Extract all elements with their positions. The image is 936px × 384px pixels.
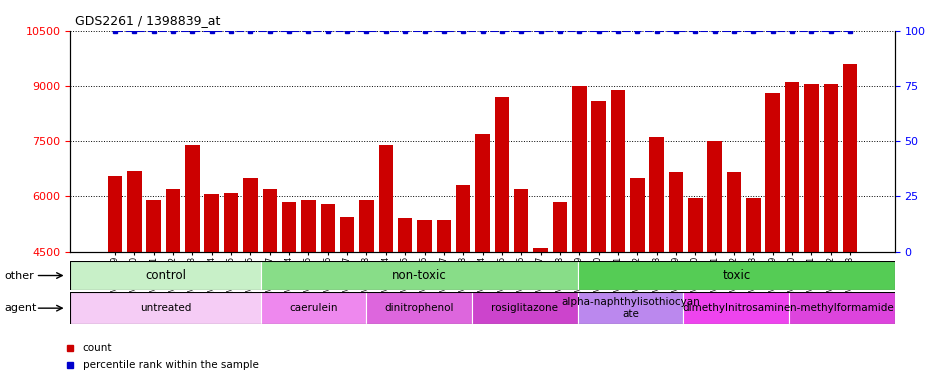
Bar [366, 292, 472, 324]
Bar [417, 220, 431, 384]
Text: GDS2261 / 1398839_at: GDS2261 / 1398839_at [75, 14, 220, 27]
Bar [649, 137, 664, 384]
Bar [262, 189, 277, 384]
Text: other: other [5, 270, 35, 281]
Bar [745, 198, 760, 384]
Text: agent: agent [5, 303, 37, 313]
Bar [70, 292, 260, 324]
Text: alpha-naphthylisothiocyan
ate: alpha-naphthylisothiocyan ate [561, 297, 699, 319]
Text: untreated: untreated [139, 303, 191, 313]
Text: control: control [145, 269, 185, 282]
Bar [788, 292, 894, 324]
Bar [591, 101, 606, 384]
Bar [224, 193, 238, 384]
Bar [682, 292, 788, 324]
Bar [166, 189, 180, 384]
Bar [320, 204, 335, 384]
Bar [472, 292, 578, 324]
Text: n-methylformamide: n-methylformamide [789, 303, 893, 313]
Bar [707, 141, 721, 384]
Bar [146, 200, 161, 384]
Bar [494, 97, 508, 384]
Bar [456, 185, 470, 384]
Bar [475, 134, 490, 384]
Bar [552, 202, 566, 384]
Bar [578, 292, 682, 324]
Text: non-toxic: non-toxic [391, 269, 446, 282]
Text: percentile rank within the sample: percentile rank within the sample [82, 360, 258, 370]
Bar [260, 292, 366, 324]
Bar [842, 64, 856, 384]
Text: caerulein: caerulein [289, 303, 337, 313]
Bar [127, 170, 141, 384]
Bar [726, 172, 740, 384]
Bar [378, 145, 393, 384]
Bar [629, 178, 644, 384]
Bar [436, 220, 450, 384]
Bar [533, 248, 548, 384]
Bar [668, 172, 682, 384]
Text: dinitrophenol: dinitrophenol [384, 303, 453, 313]
Bar [243, 178, 257, 384]
Bar [260, 261, 578, 290]
Text: rosiglitazone: rosiglitazone [490, 303, 558, 313]
Bar [204, 194, 219, 384]
Bar [398, 218, 412, 384]
Bar [70, 261, 260, 290]
Bar [514, 189, 528, 384]
Bar [108, 176, 122, 384]
Bar [300, 200, 315, 384]
Bar [610, 89, 624, 384]
Bar [340, 217, 354, 384]
Text: toxic: toxic [722, 269, 750, 282]
Text: dimethylnitrosamine: dimethylnitrosamine [681, 303, 790, 313]
Bar [823, 84, 837, 384]
Bar [185, 145, 199, 384]
Bar [571, 86, 586, 384]
Bar [282, 202, 296, 384]
Bar [687, 198, 702, 384]
Bar [784, 82, 798, 384]
Bar [765, 93, 779, 384]
Bar [578, 261, 894, 290]
Bar [358, 200, 373, 384]
Text: count: count [82, 343, 112, 353]
Bar [803, 84, 818, 384]
